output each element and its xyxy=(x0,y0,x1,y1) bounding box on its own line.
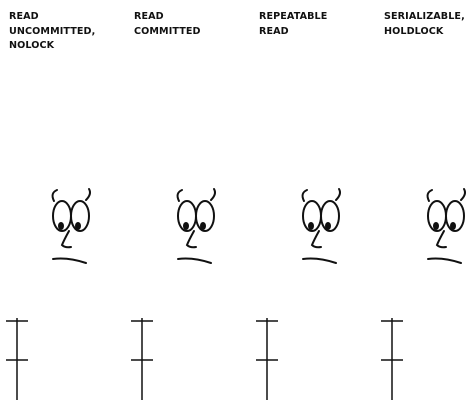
isolation-level-label: REPEATABLE READ xyxy=(259,11,328,37)
isolation-level-label: SERIALIZABLE, HOLDLOCK xyxy=(384,11,465,37)
column-read-uncommitted: READ UNCOMMITTED, NOLOCK xyxy=(0,0,125,400)
timeline-post-icon xyxy=(381,318,403,400)
cartoon-face-icon xyxy=(301,188,341,264)
timeline-post-icon xyxy=(6,318,28,400)
column-serializable: SERIALIZABLE, HOLDLOCK xyxy=(375,0,475,400)
timeline-post-icon xyxy=(256,318,278,400)
cartoon-face-icon xyxy=(426,188,466,264)
cartoon-face-icon xyxy=(51,188,91,264)
isolation-level-label: READ UNCOMMITTED, NOLOCK xyxy=(9,11,96,51)
column-read-committed: READ COMMITTED xyxy=(125,0,250,400)
cartoon-face-icon xyxy=(176,188,216,264)
timeline-post-icon xyxy=(131,318,153,400)
column-repeatable-read: REPEATABLE READ xyxy=(250,0,375,400)
isolation-level-label: READ COMMITTED xyxy=(134,11,201,37)
